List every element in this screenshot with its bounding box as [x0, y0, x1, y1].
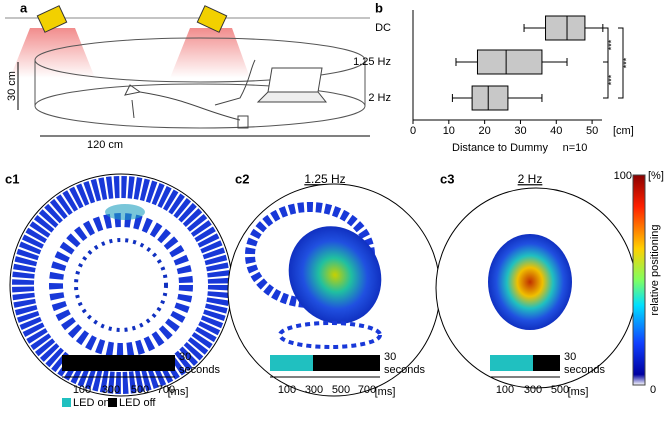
duration-unit: seconds: [179, 364, 220, 376]
y-tick-label: 1.25 Hz: [353, 56, 391, 68]
panel-label: a: [20, 0, 28, 15]
timeline-tick-label: 300: [524, 384, 542, 396]
significance: ***: [606, 39, 616, 50]
legend-label: LED on: [73, 397, 110, 409]
x-tick-label: 40: [550, 125, 562, 137]
colorbar-max: 100: [614, 170, 632, 182]
significance: ***: [621, 57, 631, 68]
legend-swatch: [62, 398, 71, 407]
y-tick-label: DC: [375, 22, 391, 34]
bracket: [603, 61, 609, 99]
timeline-tick-label: 100: [496, 384, 514, 396]
heatmap: [435, 187, 637, 389]
panel-title: 1.25 Hz: [304, 172, 345, 186]
x-tick-label: 10: [443, 125, 455, 137]
timeline-tick-label: 100: [278, 384, 296, 396]
boxplot: 0 10 20 30 40 50 [cm] Distance to Dummy n=10 DC 1.…: [353, 10, 634, 154]
timeline-tick-label: 700: [157, 384, 175, 396]
panel-label: c1: [5, 171, 19, 186]
colorbar-min: 0: [650, 384, 656, 396]
y-tick-label: 2 Hz: [368, 92, 391, 104]
timeline-tick-label: 500: [551, 384, 569, 396]
timeline-tick-label: 100: [73, 384, 91, 396]
x-tick-label: 30: [514, 125, 526, 137]
timeline-unit: [ms]: [568, 386, 589, 398]
x-unit: [cm]: [613, 125, 634, 137]
width-label: 120 cm: [87, 139, 123, 151]
box: [545, 15, 586, 41]
x-tick-label: 0: [410, 125, 416, 137]
box: [471, 85, 509, 111]
timeline-tick-label: 500: [131, 384, 149, 396]
duration: 30: [564, 351, 576, 363]
duration: 30: [179, 351, 191, 363]
timeline-tick-label: 700: [358, 384, 376, 396]
duration-unit: seconds: [384, 364, 425, 376]
panel-label: c2: [235, 171, 249, 186]
colorbar: [632, 174, 646, 386]
box: [476, 49, 543, 75]
x-tick-label: 50: [586, 125, 598, 137]
note: n=10: [563, 142, 588, 154]
colorbar-unit: [%]: [648, 170, 664, 182]
timeline-tick-label: 300: [102, 384, 120, 396]
timeline-unit: [ms]: [375, 386, 396, 398]
x-axis-label: Distance to Dummy: [452, 142, 548, 154]
timeline: [62, 355, 560, 378]
x-tick-label: 20: [479, 125, 491, 137]
panel-title: 2 Hz: [518, 172, 543, 186]
panel-label: c3: [440, 171, 454, 186]
legend-label: LED off: [119, 397, 156, 409]
significance: ***: [606, 74, 616, 85]
duration: 30: [384, 351, 396, 363]
height-label: 30 cm: [6, 71, 18, 101]
panel-label: b: [375, 0, 383, 15]
timeline-tick-label: 300: [305, 384, 323, 396]
timeline-tick-label: 500: [332, 384, 350, 396]
colorbar-label: relative positioning: [649, 224, 661, 315]
heatmap: [9, 173, 233, 397]
duration-unit: seconds: [564, 364, 605, 376]
timeline-unit: [ms]: [168, 386, 189, 398]
setup-illustration: [5, 5, 370, 137]
legend-swatch: [108, 398, 117, 407]
bracket: [618, 27, 624, 99]
